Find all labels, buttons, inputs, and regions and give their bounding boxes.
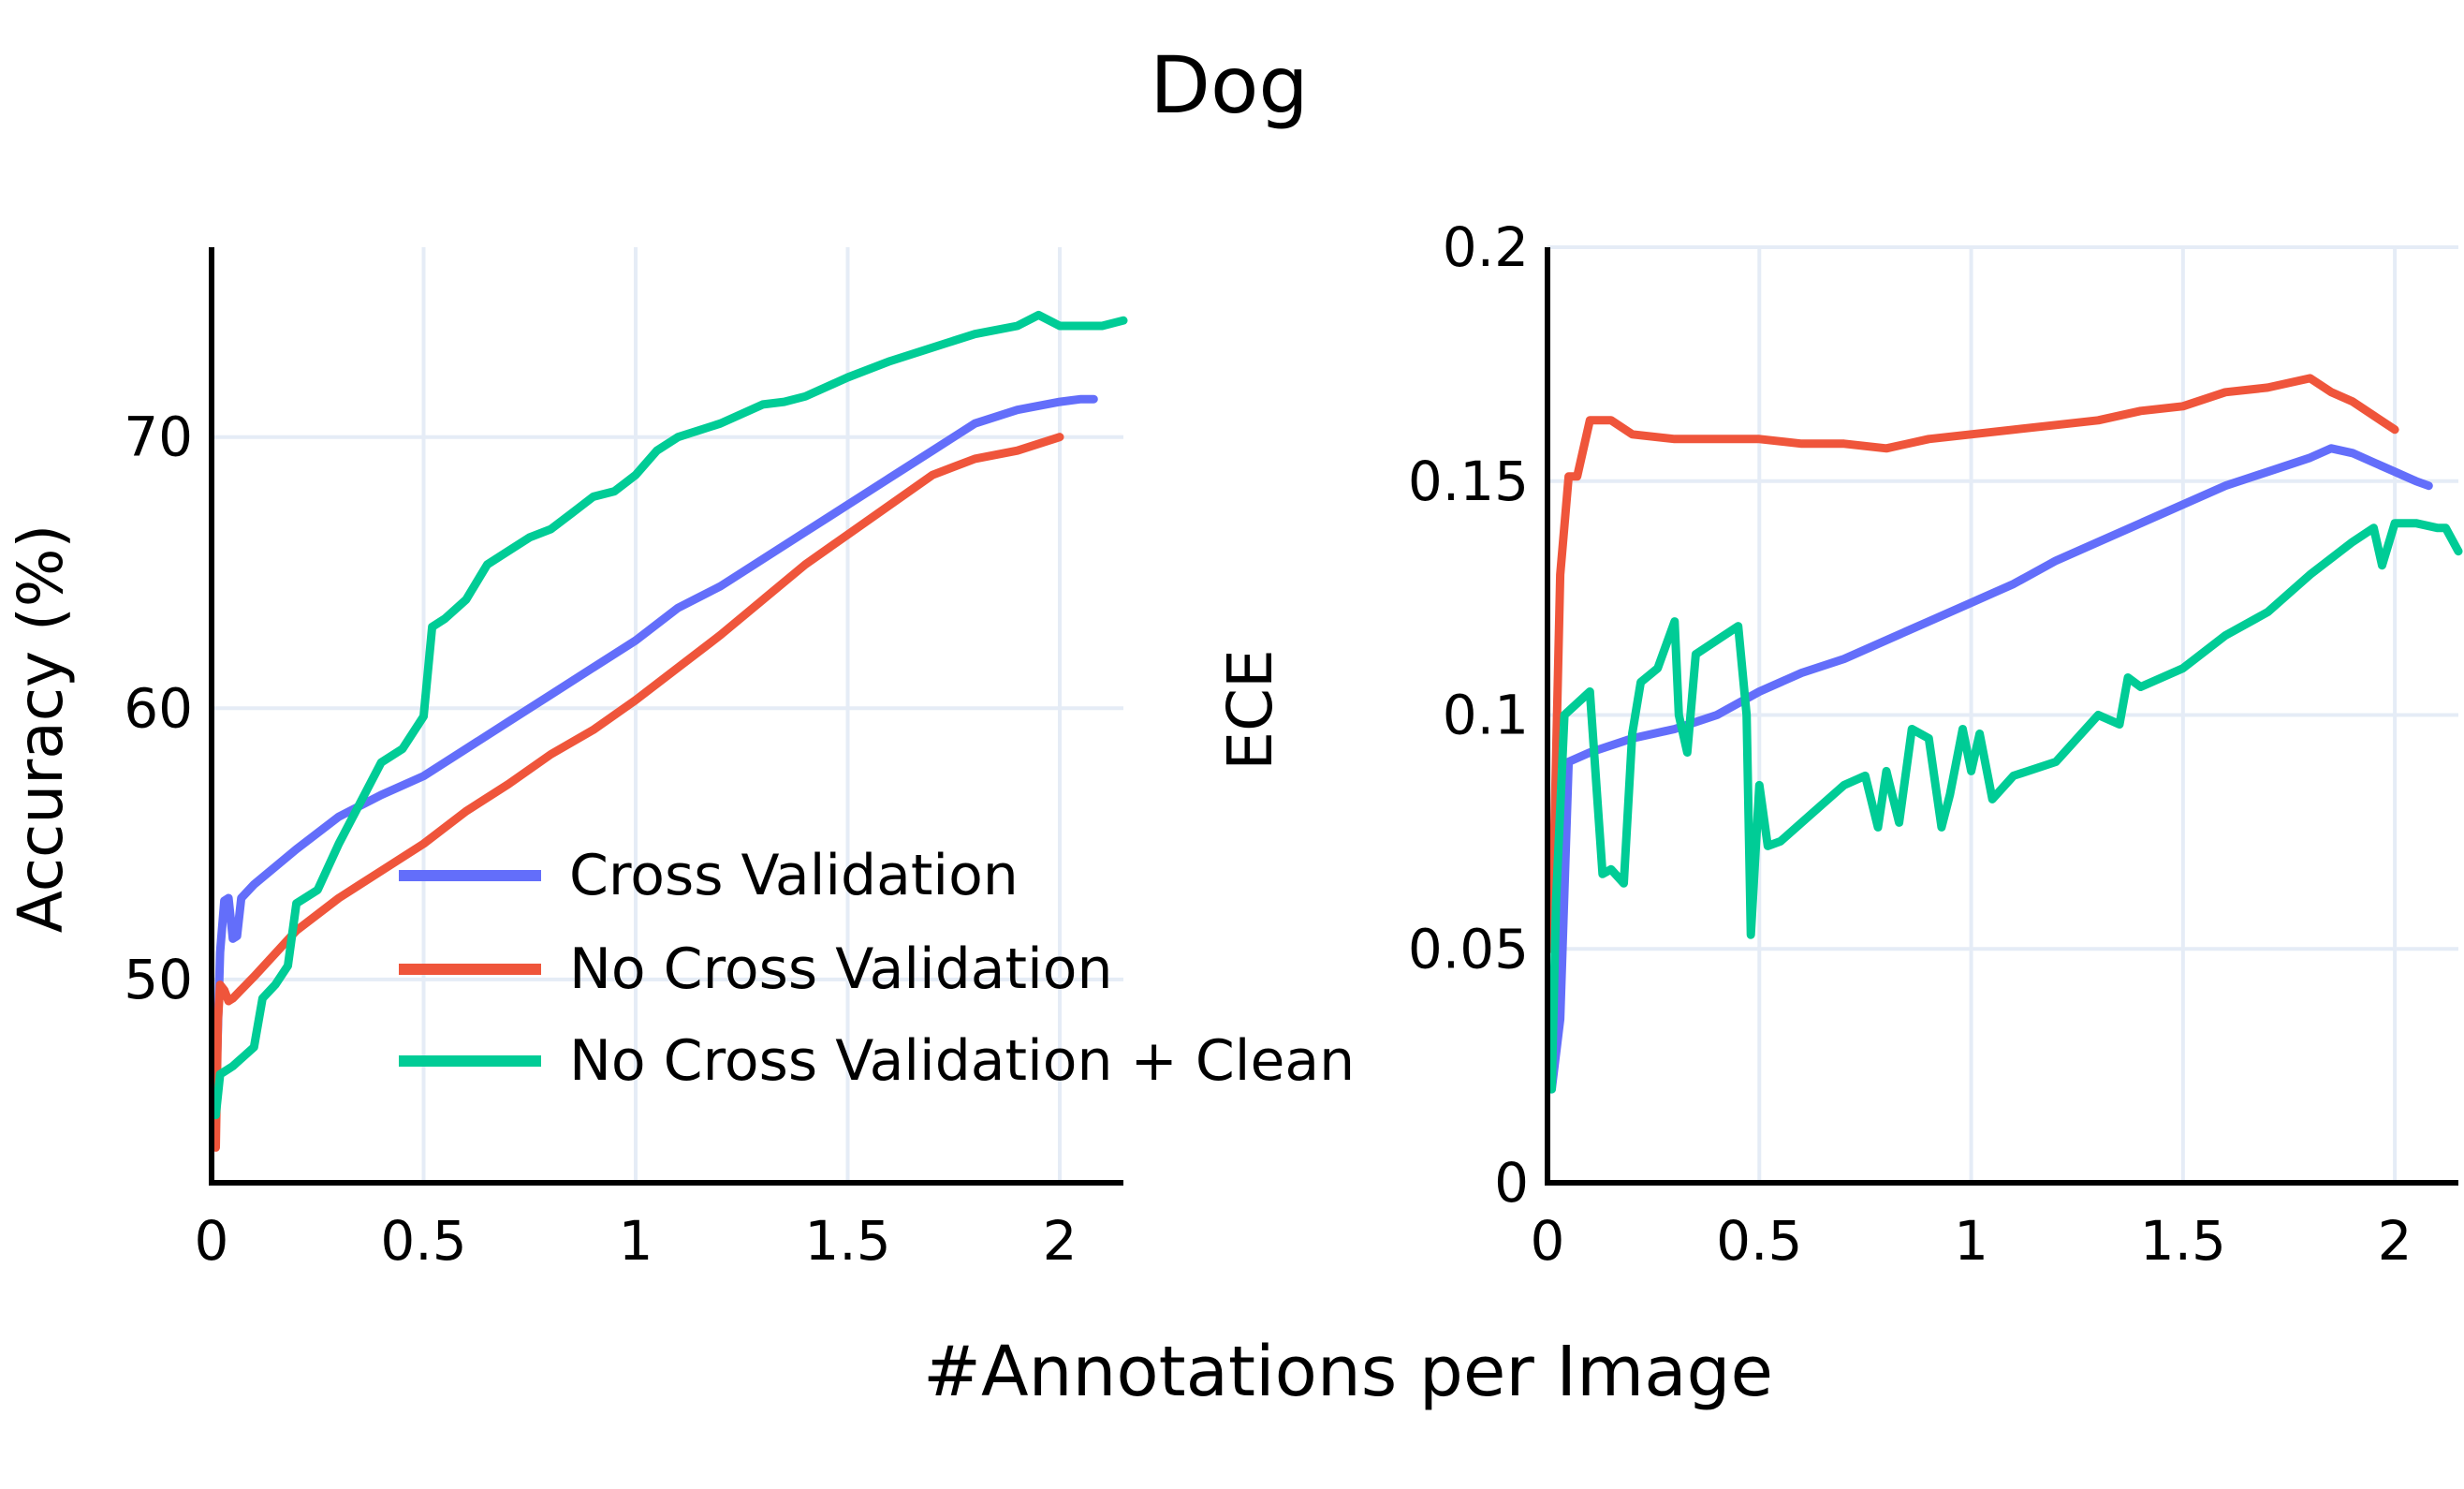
accuracy-series-cross-validation bbox=[212, 394, 1098, 1106]
ece-x-tick-label: 1.5 bbox=[2140, 1209, 2226, 1273]
ece-panel: 0 0.5 1 1.5 2 0 0.05 0.1 0.15 0.2 ECE bbox=[1214, 215, 2463, 1273]
accuracy-y-tick-labels: 50 60 70 bbox=[124, 405, 193, 1011]
accuracy-x-tick-labels: 0 0.5 1 1.5 2 bbox=[195, 1209, 1078, 1273]
ece-y-tick-label: 0.1 bbox=[1443, 684, 1529, 747]
ece-x-tick-label: 2 bbox=[2378, 1209, 2413, 1273]
legend-label-no-cross-validation-clean: No Cross Validation + Clean bbox=[569, 1028, 1355, 1094]
accuracy-x-tick-label: 2 bbox=[1043, 1209, 1078, 1273]
ece-series-no-cross-validation bbox=[1547, 374, 2399, 953]
ece-x-tick-label: 0.5 bbox=[1716, 1209, 1802, 1273]
ece-y-tick-labels: 0 0.05 0.1 0.15 0.2 bbox=[1408, 215, 1529, 1215]
shared-x-axis-label: #Annotations per Image bbox=[923, 1332, 1773, 1412]
ece-y-tick-label: 0.2 bbox=[1443, 215, 1529, 279]
legend: Cross Validation No Cross Validation No … bbox=[399, 843, 1355, 1094]
ece-y-axis-label: ECE bbox=[1214, 649, 1286, 771]
ece-y-tick-label: 0 bbox=[1494, 1151, 1529, 1215]
ece-y-tick-label: 0.15 bbox=[1408, 450, 1529, 513]
accuracy-axes bbox=[209, 247, 1123, 1186]
accuracy-x-tick-label: 1.5 bbox=[804, 1209, 890, 1273]
accuracy-y-axis-label: Accuracy (%) bbox=[5, 524, 77, 934]
legend-item-cross-validation[interactable]: Cross Validation bbox=[399, 843, 1019, 908]
accuracy-y-tick-label: 60 bbox=[124, 676, 193, 740]
legend-label-cross-validation: Cross Validation bbox=[569, 843, 1019, 908]
ece-x-tick-label: 1 bbox=[1954, 1209, 1988, 1273]
ece-x-tick-label: 0 bbox=[1531, 1209, 1565, 1273]
legend-item-no-cross-validation[interactable]: No Cross Validation bbox=[399, 936, 1113, 1002]
figure-title: Dog bbox=[1150, 39, 1308, 131]
ece-series-group bbox=[1547, 374, 2463, 1094]
ece-axes bbox=[1545, 247, 2458, 1186]
ece-series-no-cross-validation-plus-clean bbox=[1547, 519, 2463, 1094]
accuracy-series-group bbox=[212, 310, 1128, 1152]
ece-series-cross-validation bbox=[1547, 444, 2433, 1094]
accuracy-y-tick-label: 50 bbox=[124, 948, 193, 1011]
ece-x-tick-labels: 0 0.5 1 1.5 2 bbox=[1531, 1209, 2413, 1273]
accuracy-panel: 0 0.5 1 1.5 2 50 60 70 Accuracy (%) bbox=[5, 247, 1128, 1273]
legend-label-no-cross-validation: No Cross Validation bbox=[569, 936, 1113, 1002]
accuracy-x-tick-label: 1 bbox=[619, 1209, 653, 1273]
accuracy-x-tick-label: 0 bbox=[195, 1209, 229, 1273]
accuracy-x-tick-label: 0.5 bbox=[380, 1209, 466, 1273]
legend-item-no-cross-validation-clean[interactable]: No Cross Validation + Clean bbox=[399, 1028, 1355, 1094]
accuracy-series-no-cross-validation bbox=[212, 433, 1064, 1152]
accuracy-series-no-cross-validation-plus-clean bbox=[212, 310, 1128, 1120]
ece-gridlines bbox=[1547, 245, 2458, 1183]
accuracy-y-tick-label: 70 bbox=[124, 405, 193, 469]
ece-y-tick-label: 0.05 bbox=[1408, 917, 1529, 980]
